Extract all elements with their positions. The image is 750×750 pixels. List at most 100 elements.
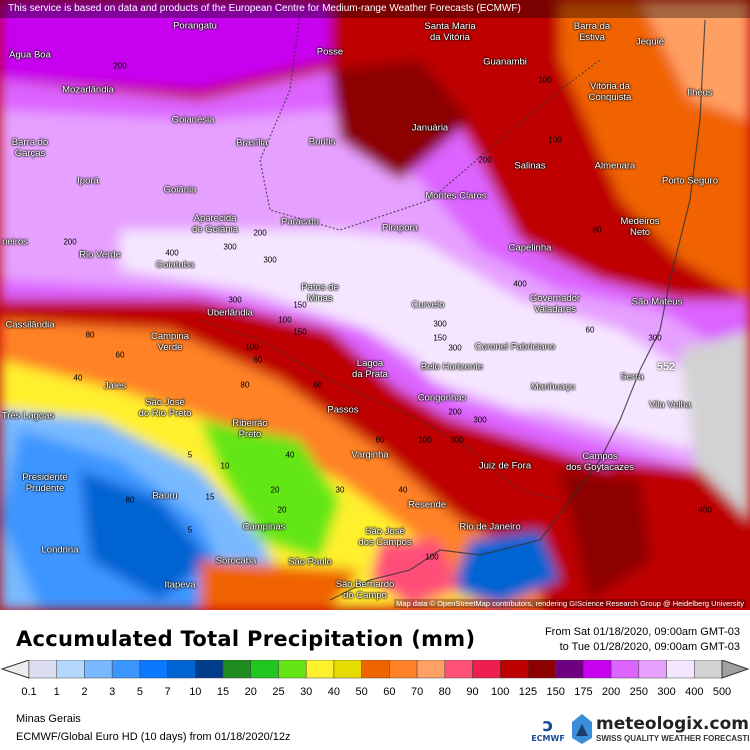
city-label: Almenara (594, 160, 636, 172)
legend-swatch (333, 660, 362, 679)
city-label: Manhuaçu (530, 381, 576, 393)
contour-value-label: 100 (278, 315, 292, 325)
city-label: Mozarlândia (62, 84, 114, 96)
legend-swatch (250, 660, 279, 679)
contour-value-label: 200 (113, 61, 127, 71)
contour-value-label: 200 (253, 228, 267, 238)
legend-tick-label: 30 (300, 686, 313, 698)
legend-tick-label: 175 (574, 686, 593, 698)
contour-value-label: 80 (592, 225, 602, 235)
contour-value-label: 15 (205, 492, 215, 502)
legend-swatch (305, 660, 335, 679)
contour-value-label: 300 (450, 435, 464, 445)
contour-value-label: 80 (85, 330, 95, 340)
precipitation-map[interactable]: This service is based on data and produc… (0, 0, 750, 610)
city-label: São Paulo (288, 556, 332, 568)
legend-swatch (139, 660, 168, 679)
legend-tick-label: 2 (81, 686, 88, 698)
city-label: Ilhéus (687, 87, 713, 99)
city-label: Rio de Janeiro (459, 521, 521, 533)
city-label: Campina Verde (150, 331, 190, 353)
contour-value-label: 100 (245, 342, 259, 352)
legend-tick-label: 5 (136, 686, 143, 698)
city-label: São José do Rio Preto (138, 397, 192, 419)
legend-swatch (84, 660, 113, 679)
contour-value-label: 80 (125, 495, 135, 505)
chart-title: Accumulated Total Precipitation (mm) (16, 627, 476, 651)
legend-swatch (28, 660, 57, 679)
city-label: Goiatuba (155, 259, 195, 271)
color-legend (0, 660, 750, 679)
contour-value-label: 400 (165, 248, 179, 258)
city-label: Cassilândia (5, 319, 55, 331)
legend-tick-label: 70 (410, 686, 424, 698)
city-label: Jales (103, 380, 127, 392)
city-label: Itapeva (164, 579, 196, 591)
map-attribution[interactable]: Map data © OpenStreetMap contributors, r… (394, 599, 746, 608)
city-label: Água Boa (9, 49, 51, 61)
contour-value-label: 30 (335, 485, 345, 495)
city-label: Governador Valadares (529, 293, 581, 315)
contour-value-label: 400 (698, 505, 712, 515)
period-to: to Tue 01/28/2020, 09:00am GMT-03 (559, 641, 740, 653)
ecmwf-logo-text: ECMWF (531, 734, 565, 743)
contour-value-label: 200 (478, 155, 492, 165)
city-label: Pirapora (382, 222, 418, 234)
city-label: Patos de Minas (301, 282, 339, 304)
city-label: Capelinha (508, 242, 552, 254)
contour-value-label: 40 (73, 373, 83, 383)
city-label: Goiânia (163, 184, 197, 196)
legend-swatch (638, 660, 667, 679)
contour-value-label: 60 (115, 350, 125, 360)
city-label: Guanambi (483, 56, 527, 68)
contour-value-label: 80 (240, 380, 250, 390)
contour-value-label: 150 (293, 300, 307, 310)
legend-tick-label: 40 (327, 686, 341, 698)
city-label: Campinas (242, 521, 286, 533)
legend-tick-label: 0.1 (21, 686, 37, 698)
meteologix-logo[interactable]: meteologix.com SWISS QUALITY WEATHER FOR… (572, 714, 750, 744)
city-label: Lagoa da Prata (352, 358, 388, 380)
city-label: Campos dos Goytacazes (565, 451, 635, 473)
contour-value-label: 10 (220, 461, 230, 471)
city-label: Porangatu (173, 20, 217, 32)
legend-swatch (167, 660, 196, 679)
legend-tick-label: 15 (216, 686, 230, 698)
legend-tick-label: 250 (629, 686, 649, 698)
legend-under-arrow (0, 660, 30, 679)
contour-value-label: 100 (418, 435, 432, 445)
precipitation-field (0, 0, 750, 610)
city-label: Januária (411, 122, 449, 134)
legend-swatch (389, 660, 418, 679)
city-label: Montes Claros (425, 190, 487, 202)
contour-value-label: 60 (253, 355, 263, 365)
contour-value-label: 300 (223, 242, 237, 252)
city-label: São José dos Campos (358, 526, 412, 548)
city-label: Goianésia (171, 114, 215, 126)
city-label: Três Lagoas (1, 410, 55, 422)
city-label: Vila Velha (648, 399, 692, 411)
city-label: Paracatu (280, 216, 320, 228)
legend-tick-label: 80 (438, 686, 451, 698)
city-label: Salinas (514, 160, 546, 172)
legend-swatch (610, 660, 640, 679)
contour-value-label: 150 (433, 333, 447, 343)
brand-name: meteologix.com (596, 714, 749, 734)
legend-tick-label: 50 (355, 686, 368, 698)
city-label: Passos (327, 404, 359, 416)
contour-value-label: 300 (263, 255, 277, 265)
legend-tick-label: 1 (53, 686, 60, 698)
city-label: Brasília (236, 137, 268, 149)
contour-value-label: 20 (277, 505, 287, 515)
city-label: Varginha (351, 449, 389, 461)
legend-tick-label: 125 (518, 686, 538, 698)
legend-tick-label: 400 (685, 686, 704, 698)
city-label: Porto Seguro (662, 175, 718, 187)
legend-swatch (666, 660, 695, 679)
city-label: Presidente Prudente (22, 472, 68, 494)
ecmwf-disclaimer-banner: This service is based on data and produc… (0, 0, 750, 18)
coastline (329, 19, 706, 601)
legend-tick-label: 25 (272, 686, 285, 698)
contour-value-label: 60 (585, 325, 595, 335)
city-label: Santa Maria da Vitória (424, 21, 476, 43)
